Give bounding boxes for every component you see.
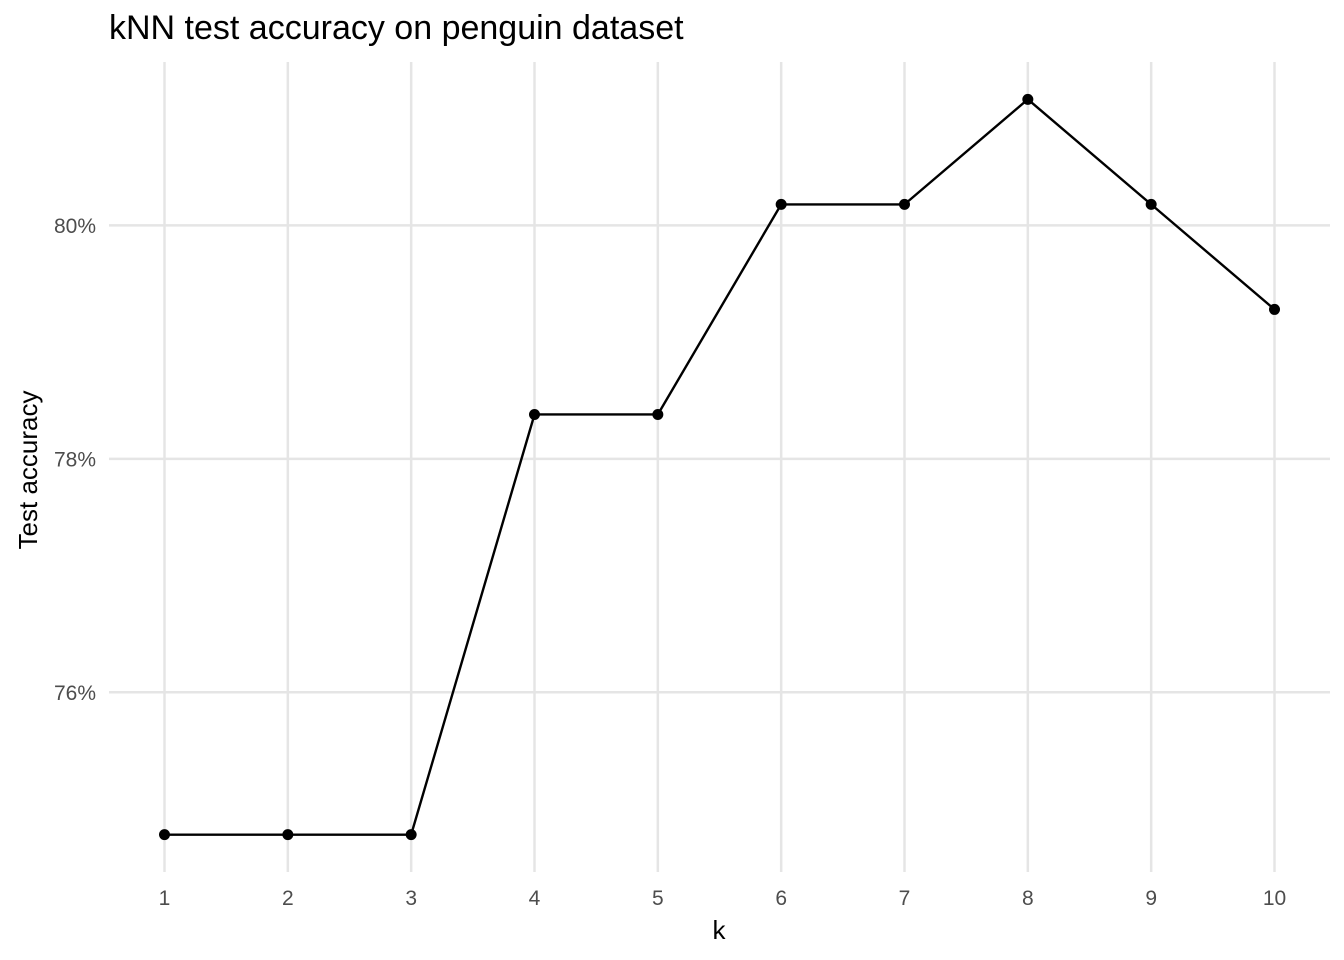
x-tick-label: 8 <box>1022 887 1034 910</box>
x-tick-label: 2 <box>282 887 294 910</box>
data-point <box>652 408 664 420</box>
y-tick-label: 80% <box>54 215 96 238</box>
x-tick-label: 10 <box>1263 887 1286 910</box>
data-point <box>159 829 170 841</box>
data-point <box>282 829 294 841</box>
data-point <box>775 198 787 210</box>
x-tick-label: 9 <box>1145 887 1157 910</box>
data-point <box>899 198 910 210</box>
grid <box>109 62 1330 872</box>
x-tick-label: 5 <box>652 887 664 910</box>
series-group <box>159 93 1280 841</box>
data-point <box>1269 303 1280 315</box>
y-tick-label: 76% <box>54 682 96 705</box>
x-tick-labels: 1 2 3 4 5 6 7 8 9 10 <box>159 887 1287 910</box>
x-tick-label: 4 <box>529 887 541 910</box>
y-axis-title: Test accuracy <box>13 391 43 550</box>
data-point <box>405 829 417 841</box>
data-point <box>1022 93 1034 105</box>
data-point <box>1145 198 1157 210</box>
series-line <box>164 98 1276 836</box>
y-tick-label: 78% <box>54 448 96 471</box>
y-tick-labels: 76% 78% 80% <box>54 215 96 705</box>
chart-title: kNN test accuracy on penguin dataset <box>109 9 684 47</box>
x-tick-label: 7 <box>899 887 911 910</box>
x-tick-label: 6 <box>775 887 787 910</box>
x-tick-label: 3 <box>405 887 417 910</box>
x-tick-label: 1 <box>159 887 171 910</box>
x-axis-title: k <box>713 915 727 945</box>
data-point <box>529 408 540 420</box>
